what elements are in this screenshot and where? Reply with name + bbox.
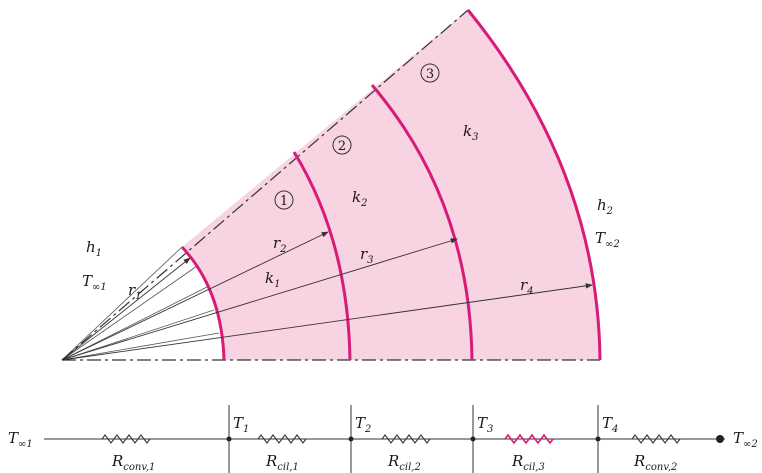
resistor-r-cil1 xyxy=(257,434,307,444)
layers-region xyxy=(182,10,600,360)
label-t3: T3 xyxy=(477,414,493,435)
resistor-r-cil3 xyxy=(504,433,554,445)
svg-text:3: 3 xyxy=(426,67,434,82)
label-r-cil3: Rcil,3 xyxy=(511,452,545,473)
outer-h2: h2 xyxy=(597,196,613,217)
layer-boundaries xyxy=(180,9,602,361)
resistor-r-conv1 xyxy=(101,434,151,444)
conductivity-k3: k3 xyxy=(463,122,478,143)
label-r-cil2: Rcil,2 xyxy=(387,452,421,473)
boundary-r4 xyxy=(466,9,602,361)
label-t1: T1 xyxy=(233,414,249,435)
layer-number-1: 1 xyxy=(274,190,294,210)
layer-number-2: 2 xyxy=(332,135,352,155)
node-t4 xyxy=(595,436,601,442)
label-r-cil1: Rcil,1 xyxy=(265,452,299,473)
radius-r1: r1 xyxy=(128,281,142,302)
label-t-inf1: T∞1 xyxy=(8,429,33,450)
label-t4: T4 xyxy=(602,414,618,435)
radius-r2: r2 xyxy=(273,234,287,255)
outer-t-inf2: T∞2 xyxy=(595,229,620,250)
radial-rays xyxy=(61,246,220,361)
svg-text:1: 1 xyxy=(280,194,288,209)
resistance-network: T∞1 T∞2 T1 T2 T3 T4 Rconv,1 Rcil,1 Rcil,… xyxy=(8,405,758,473)
label-t2: T2 xyxy=(355,414,371,435)
node-t3 xyxy=(470,436,476,442)
boundary-r3 xyxy=(370,84,474,361)
layer-number-3: 3 xyxy=(420,63,440,83)
conductivity-k2: k2 xyxy=(352,188,367,209)
label-t-inf2: T∞2 xyxy=(733,429,758,450)
node-t-inf2 xyxy=(716,435,724,443)
resistor-r-cil2 xyxy=(381,434,431,444)
boundary-r1 xyxy=(180,245,226,361)
resistor-r-conv2 xyxy=(631,434,681,444)
boundary-r2 xyxy=(292,151,352,361)
radius-r3: r3 xyxy=(360,245,374,266)
conductivity-k1: k1 xyxy=(265,269,280,290)
label-r-conv2: Rconv,2 xyxy=(633,452,677,473)
node-t1 xyxy=(226,436,232,442)
node-t2 xyxy=(348,436,354,442)
inner-h1: h1 xyxy=(86,238,102,259)
radius-arrows xyxy=(61,231,593,361)
inner-t-inf1: T∞1 xyxy=(82,272,107,293)
label-r-conv1: Rconv,1 xyxy=(111,452,155,473)
upper-boundary-line xyxy=(61,9,469,361)
radius-r4: r4 xyxy=(520,276,534,297)
svg-text:2: 2 xyxy=(338,139,346,154)
